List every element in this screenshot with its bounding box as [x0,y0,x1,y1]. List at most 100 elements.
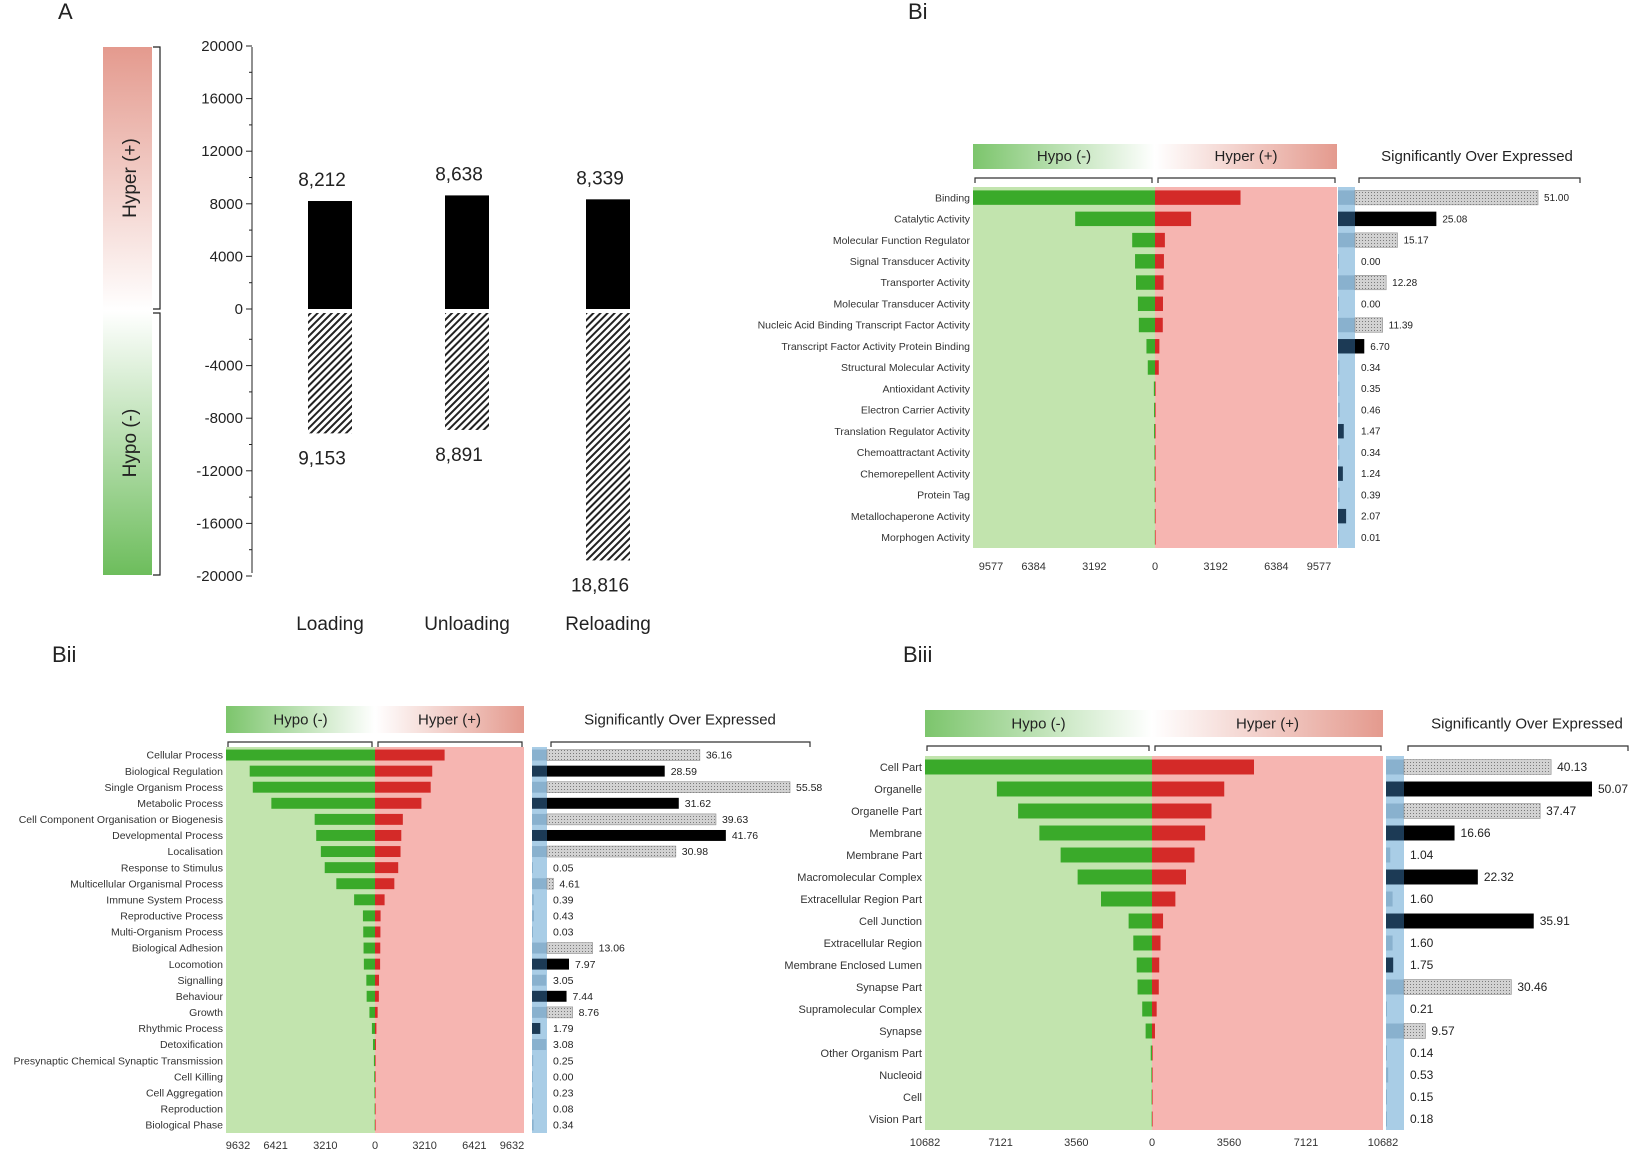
bar-hypo [373,1055,375,1067]
bar-hypo [374,1087,376,1099]
sig-strip-mark [1386,1045,1387,1061]
sig-strip-mark [1386,913,1404,929]
x-tick-label: 0 [1149,1137,1155,1149]
bar-hyper [375,926,381,938]
sig-strip-mark [532,894,534,906]
sig-value-label: 0.23 [553,1087,574,1099]
sig-bar [1354,232,1398,248]
sig-strip-mark [532,829,547,841]
bar-hyper [1155,317,1163,333]
sig-value-label: 0.15 [1410,1090,1434,1104]
sig-value-label: 0.21 [1410,1002,1434,1016]
sig-value-label: 0.39 [1361,490,1381,501]
data-label-hypo: 8,891 [435,445,483,466]
hyper-background [375,747,524,1133]
bar-hypo [271,797,375,809]
category-label: Localisation [168,846,224,858]
bar-hypo [1132,232,1155,248]
data-label-hypo: 18,816 [571,575,629,596]
sig-value-label: 0.03 [553,927,574,939]
header-hypo-label: Hypo (-) [1037,148,1091,165]
category-label: Reproductive Process [120,911,223,923]
sig-value-label: 35.91 [1540,914,1570,928]
bracket-hyper [1154,745,1382,751]
sig-value-label: 0.00 [1361,257,1381,268]
category-label: Signalling [177,975,223,987]
sig-bar [1404,781,1592,797]
hyper-hypo-gradient-bar [103,47,152,575]
bar-hypo [1135,254,1155,269]
bar-hyper [1155,508,1156,524]
x-tick-label: 9577 [979,561,1003,573]
header-hypo-gradient [226,706,375,733]
sig-strip-mark [1338,530,1339,545]
sig-bar [1404,913,1534,929]
sig-value-label: 22.32 [1484,870,1514,884]
bar-hyper [1152,1045,1153,1061]
bar-hyper [1155,190,1241,205]
data-label-hyper: 8,339 [576,168,624,189]
bar-hyper [375,797,422,809]
bar-hypo [1077,869,1152,885]
bar-hypo [363,942,375,954]
header-sig-label: Significantly Over Expressed [1431,715,1623,732]
sig-strip-mark [1386,803,1404,819]
bar-hyper [1152,913,1164,929]
bar-hyper [375,749,445,761]
sig-strip-mark [1386,825,1404,841]
bar-hyper [1155,487,1156,503]
bar-hyper [375,1103,376,1115]
sig-bar [547,990,567,1002]
y-tick-label: -4000 [205,358,243,375]
bar-hyper [1155,339,1160,354]
bar-hypo-reloading [586,313,630,561]
x-tick-label: 3192 [1203,561,1227,573]
sig-strip-mark [532,1119,534,1131]
bar-hypo [1151,1111,1153,1127]
bar-hypo [1100,891,1152,907]
category-label: Molecular Function Regulator [833,235,971,247]
y-ticks: 20000 16000 12000 8000 4000 0 -4000 -8000 -12000… [196,38,252,585]
sig-strip-mark [1386,935,1393,951]
sig-strip-mark [532,910,534,922]
sig-bar [546,1006,573,1019]
sig-bar [1355,339,1365,354]
bar-hypo [1133,935,1152,951]
sig-value-label: 0.43 [553,911,574,923]
category-label: Cell Aggregation [146,1087,223,1099]
bar-hyper [375,765,433,777]
x-tick-label: 10682 [910,1137,941,1149]
category-label: Signal Transducer Activity [850,256,971,268]
x-tick-label: 3210 [412,1140,436,1152]
bar-hyper [1152,825,1206,841]
data-label-hyper: 8,212 [298,170,346,191]
sig-value-label: 0.00 [553,1071,574,1083]
sig-strip-mark [1338,296,1339,312]
bar-hyper [375,974,380,986]
bar-hypo [336,878,375,890]
sig-strip-mark [532,1103,533,1115]
x-tick-label: 9632 [500,1140,524,1152]
bar-hyper [1155,232,1165,248]
x-tick-label: 10682 [1368,1137,1399,1149]
category-label: Morphogen Activity [881,532,970,544]
sig-bar [1403,759,1552,775]
x-tick-label: Reloading [565,614,651,635]
bar-hyper [375,1055,376,1067]
bar-hyper [375,1087,376,1099]
sig-strip-mark [1338,211,1355,227]
category-label: Nucleoid [879,1070,922,1082]
data-label-hyper: 8,638 [435,164,483,185]
sig-bar [1404,825,1455,841]
sig-value-label: 30.46 [1517,980,1547,994]
bar-hyper [1152,781,1225,797]
sig-strip-mark [1338,275,1355,290]
bar-hyper [1155,381,1156,396]
header-hypo-label: Hypo (-) [273,711,327,728]
sig-value-label: 15.17 [1403,236,1428,247]
header-hypo-gradient [973,144,1155,169]
category-label: Organelle Part [851,806,922,818]
category-label: Extracellular Region Part [800,894,922,906]
bracket-sig [1407,745,1629,751]
sig-strip-mark [1338,402,1340,418]
